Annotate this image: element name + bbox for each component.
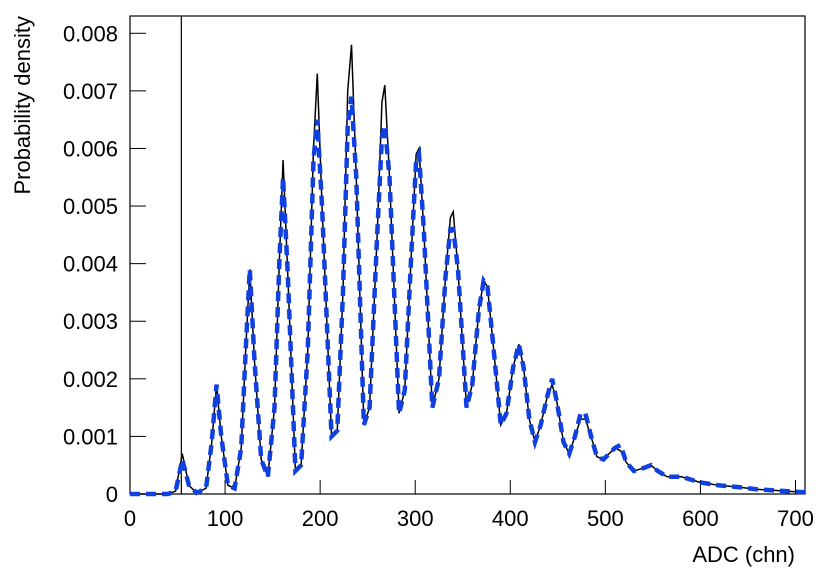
x-tick-label: 600: [682, 506, 719, 531]
x-tick-label: 200: [302, 506, 339, 531]
x-tick-label: 100: [207, 506, 244, 531]
x-tick-label: 700: [777, 506, 814, 531]
x-axis-label: ADC (chn): [692, 542, 795, 567]
y-tick-label: 0.005: [63, 194, 118, 219]
series-line: [130, 44, 806, 495]
y-tick-label: 0.006: [63, 136, 118, 161]
y-tick-label: 0.002: [63, 367, 118, 392]
x-tick-label: 500: [587, 506, 624, 531]
y-tick-label: 0.003: [63, 309, 118, 334]
series-line: [130, 96, 806, 497]
x-tick-label: 0: [124, 506, 136, 531]
y-tick-label: 0.001: [63, 424, 118, 449]
y-tick-label: 0: [106, 482, 118, 507]
x-tick-label: 400: [492, 506, 529, 531]
y-tick-label: 0.004: [63, 252, 118, 277]
plot-frame: [129, 15, 806, 495]
y-tick-label: 0.008: [63, 21, 118, 46]
y-tick-label: 0.007: [63, 79, 118, 104]
x-tick-label: 300: [397, 506, 434, 531]
y-axis-label: Probability density: [10, 16, 35, 195]
